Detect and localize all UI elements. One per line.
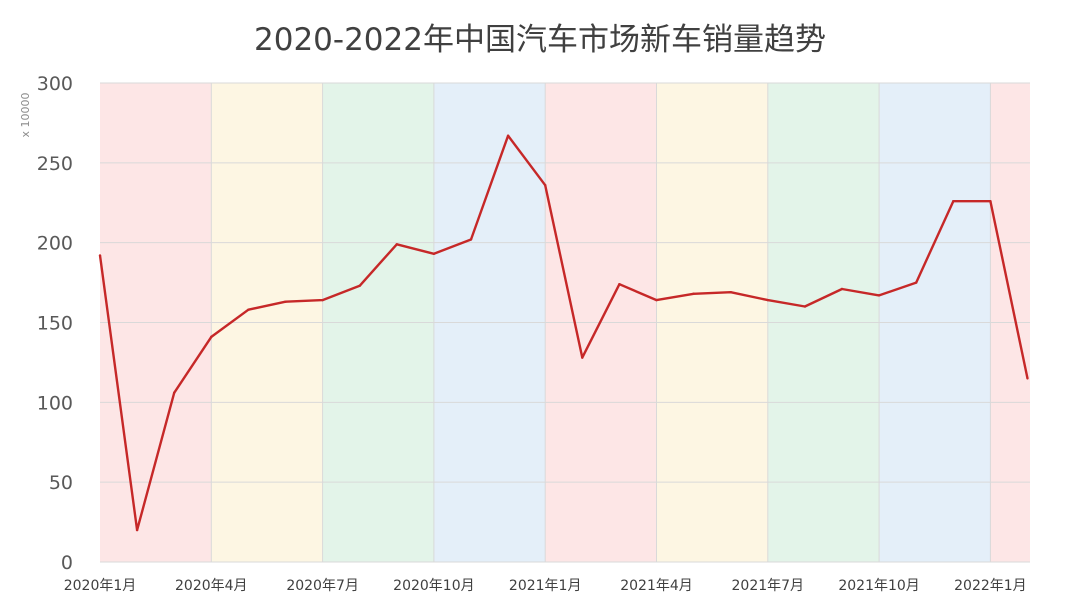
data-point (173, 391, 176, 394)
data-point (692, 292, 695, 295)
x-tick-label: 2022年1月 (954, 578, 1027, 594)
data-point (655, 298, 658, 302)
data-point (469, 238, 473, 241)
y-tick-label: 100 (37, 392, 73, 414)
chart-title: 2020-2022年中国汽车市场新车销量趋势 (254, 22, 826, 58)
y-tick-label: 150 (37, 313, 73, 335)
data-point (395, 243, 398, 246)
data-point (915, 281, 918, 284)
data-point (98, 254, 102, 257)
y-tick-label: 250 (37, 153, 73, 175)
y-tick-label: 300 (37, 73, 73, 95)
data-point (284, 300, 287, 303)
data-point (544, 183, 547, 187)
data-point (247, 308, 250, 311)
x-axis-ticks: 2020年1月 2020年4月 2020年7月 2020年10月 2021年1月 2021… (64, 578, 1027, 594)
x-tick-label: 2020年10月 (393, 578, 474, 594)
series-line (98, 134, 1029, 532)
x-tick-label: 2021年7月 (732, 578, 805, 594)
y-tick-label: 0 (61, 552, 73, 574)
data-point (766, 298, 769, 302)
y-tick-label: 200 (37, 233, 73, 255)
y-unit-label: x 10000 (19, 92, 32, 137)
data-point (358, 284, 361, 287)
data-point (506, 134, 510, 137)
x-tick-label: 2020年7月 (286, 578, 359, 594)
series-group (98, 134, 1029, 532)
data-point (840, 287, 844, 291)
data-point (989, 199, 992, 203)
x-tick-label: 2021年4月 (620, 578, 693, 594)
data-point (1026, 377, 1029, 380)
data-point (210, 335, 213, 339)
data-point (432, 252, 436, 256)
y-tick-label: 50 (49, 472, 73, 494)
data-point (877, 294, 881, 297)
x-tick-label: 2020年4月 (175, 578, 248, 594)
data-point (803, 305, 807, 308)
data-point (135, 528, 139, 532)
data-point (729, 290, 732, 294)
x-tick-label: 2020年1月 (64, 578, 137, 594)
y-axis-ticks: 0 50 100 150 200 250 300 (37, 73, 73, 574)
data-point (952, 199, 955, 203)
x-tick-label: 2021年10月 (838, 578, 919, 594)
data-point (618, 282, 621, 286)
x-tick-label: 2021年1月 (509, 578, 582, 594)
data-point (581, 356, 584, 359)
data-point (321, 298, 324, 302)
gridlines (100, 82, 1030, 563)
